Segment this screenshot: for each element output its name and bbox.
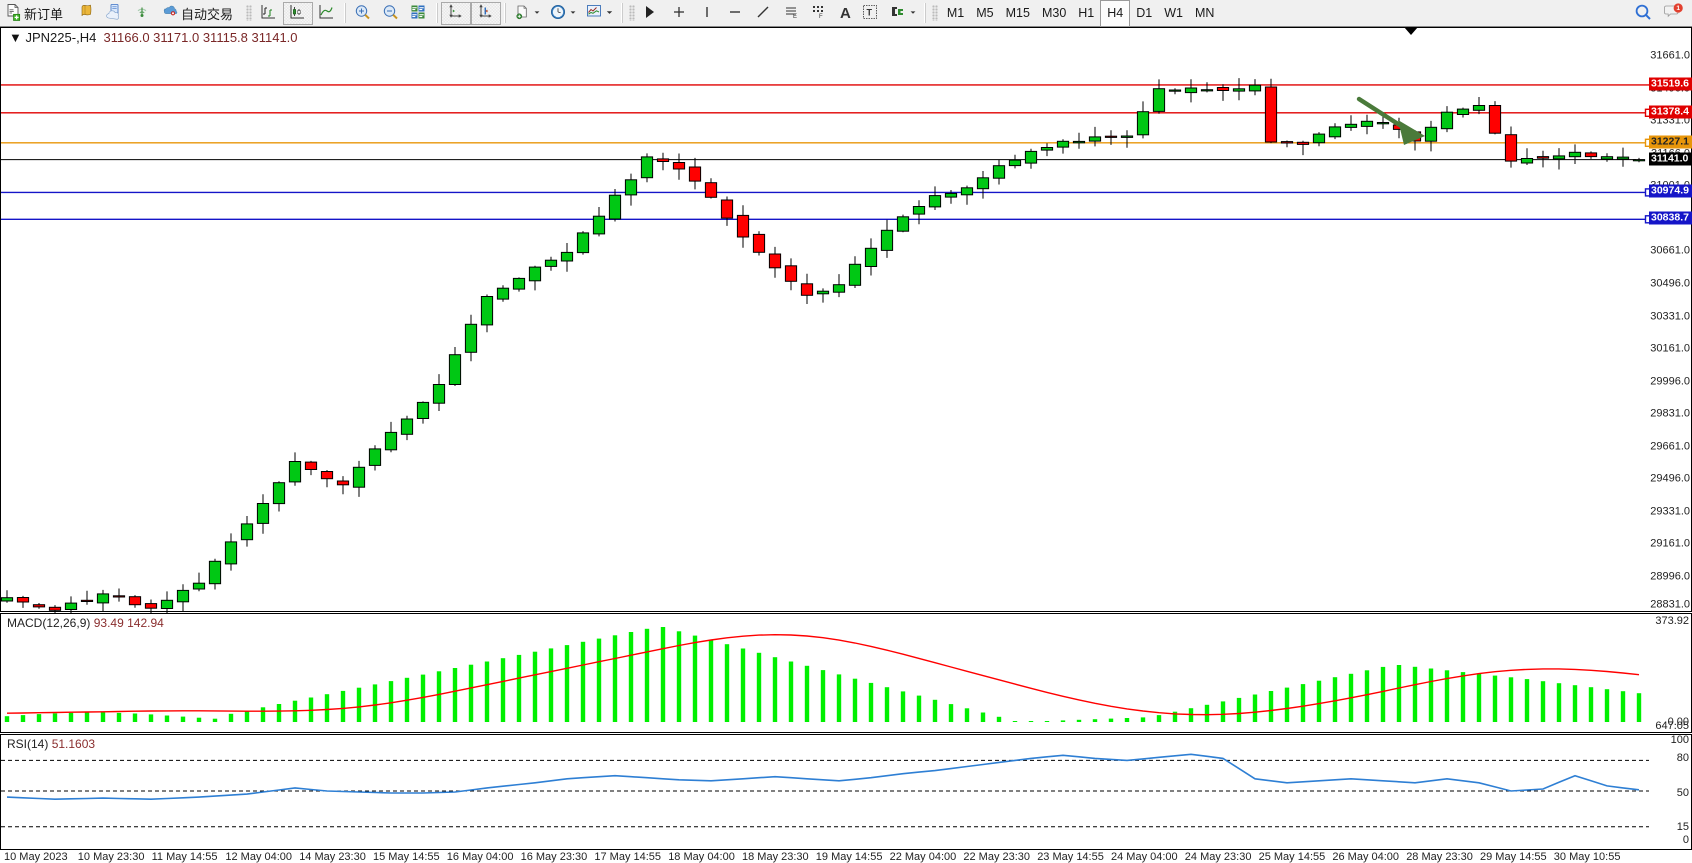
svg-text:E: E	[793, 14, 797, 20]
svg-text:F: F	[819, 14, 823, 20]
svg-text:1: 1	[1676, 5, 1680, 12]
svg-text:T: T	[866, 8, 872, 18]
